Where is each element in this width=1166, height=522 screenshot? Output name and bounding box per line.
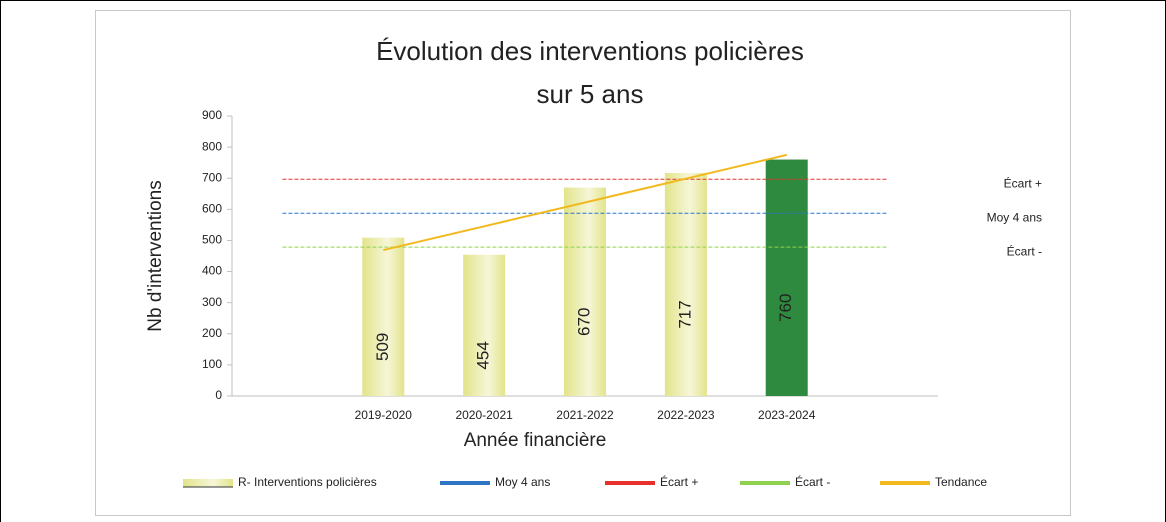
- y-tick-label: 200: [202, 326, 222, 340]
- bar: [463, 254, 506, 396]
- series-end-label: Écart +: [1004, 175, 1042, 190]
- y-tick-label: 400: [202, 264, 222, 278]
- x-axis-title: Année financière: [464, 430, 607, 451]
- y-tick-label: 900: [202, 108, 222, 122]
- data-label: 760: [776, 294, 795, 322]
- legend-label: Tendance: [935, 475, 987, 489]
- data-label: 509: [373, 333, 392, 361]
- series-end-label: Moy 4 ans: [987, 210, 1042, 224]
- x-tick-label: 2022-2023: [657, 408, 715, 422]
- series-end-label: Écart -: [1007, 243, 1042, 258]
- y-tick-label: 700: [202, 170, 222, 184]
- x-tick-label: 2020-2021: [455, 408, 513, 422]
- legend-label: R- Interventions policières: [238, 475, 377, 489]
- bar: [564, 187, 606, 396]
- line-series: [383, 153, 787, 252]
- data-label: 454: [474, 341, 493, 369]
- y-axis-title: Nb d'interventions: [145, 180, 166, 332]
- x-tick-label: 2019-2020: [355, 408, 413, 422]
- legend-label: Moy 4 ans: [495, 475, 550, 489]
- bar: [362, 237, 405, 396]
- chart-title: sur 5 ans: [537, 79, 644, 109]
- legend-swatch: [183, 479, 233, 487]
- data-label: 717: [675, 300, 694, 328]
- x-tick-label: 2023-2024: [758, 408, 816, 422]
- y-tick-label: 800: [202, 139, 222, 153]
- x-tick-label: 2021-2022: [556, 408, 614, 422]
- legend-label: Écart -: [795, 474, 830, 489]
- bar: [765, 159, 808, 396]
- y-tick-label: 600: [202, 202, 222, 216]
- y-tick-label: 100: [202, 357, 222, 371]
- y-tick-label: 300: [202, 295, 222, 309]
- y-tick-label: 500: [202, 233, 222, 247]
- y-tick-label: 0: [215, 388, 222, 402]
- bar: [664, 172, 707, 396]
- chart-title: Évolution des interventions policières: [376, 36, 804, 66]
- data-label: 670: [574, 308, 593, 336]
- legend-label: Écart +: [660, 474, 698, 489]
